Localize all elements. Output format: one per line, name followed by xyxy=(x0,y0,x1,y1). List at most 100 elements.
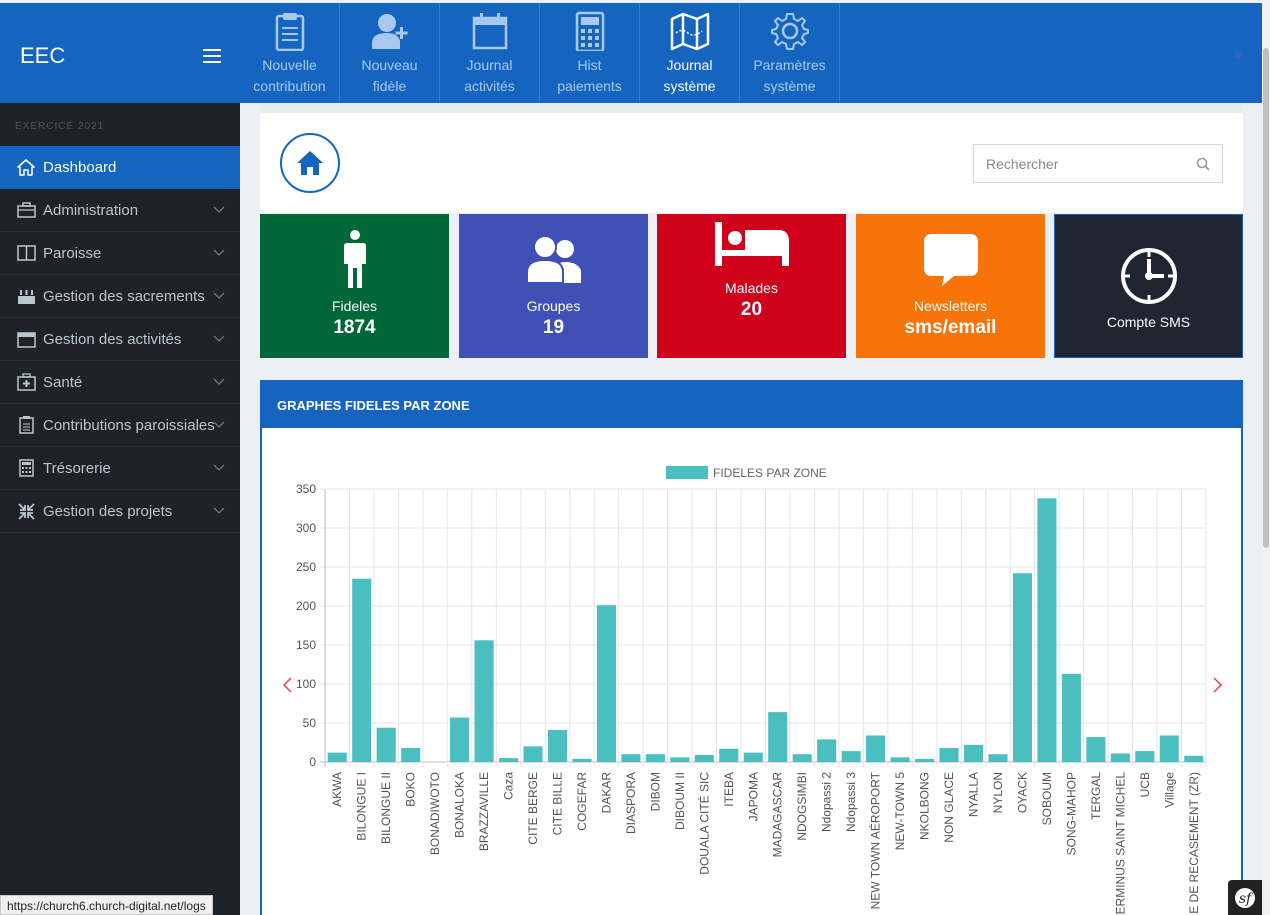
chart-bar[interactable] xyxy=(743,752,763,762)
chart-bar[interactable] xyxy=(401,747,421,762)
x-tick-label: TERMINUS SAINT MICHEL xyxy=(1113,772,1127,915)
user-indicator[interactable] xyxy=(1234,51,1242,59)
chart-bar[interactable] xyxy=(450,717,470,762)
home-button[interactable] xyxy=(280,133,340,193)
card-fideles[interactable]: Fideles 1874 xyxy=(260,214,449,358)
compress-icon xyxy=(17,503,35,520)
chart-bar[interactable] xyxy=(988,754,1008,762)
sidebar-item-label: Administration xyxy=(43,201,139,219)
symfony-debug-icon[interactable]: sf xyxy=(1228,880,1262,915)
chart-bar[interactable] xyxy=(645,754,665,762)
chart-bar[interactable] xyxy=(1110,753,1130,762)
chart-bar[interactable] xyxy=(572,758,592,762)
y-tick-label: 100 xyxy=(296,677,316,691)
chart-bar[interactable] xyxy=(670,757,690,762)
topnav-item-1[interactable]: Nouveau fidèle xyxy=(340,3,440,103)
sidebar-item-sant-[interactable]: Santé xyxy=(0,361,240,404)
x-tick-label: BILONGUE I xyxy=(355,772,369,841)
chart-bar[interactable] xyxy=(1159,735,1179,762)
topnav-item-4[interactable]: Journal système xyxy=(640,3,740,103)
chevron-left-icon[interactable] xyxy=(283,677,292,693)
chevron-down-icon xyxy=(213,464,225,471)
person-icon xyxy=(343,230,366,288)
x-tick-label: UCB xyxy=(1138,772,1152,797)
card-title: Groupes xyxy=(526,298,581,314)
legend-label: FIDELES PAR ZONE xyxy=(713,466,827,480)
sidebar-item-administration[interactable]: Administration xyxy=(0,189,240,232)
chart-bar[interactable] xyxy=(841,751,861,762)
x-tick-label: BOKO xyxy=(404,772,418,807)
chart-bar[interactable] xyxy=(1061,673,1081,762)
sidebar-item-paroisse[interactable]: Paroisse xyxy=(0,232,240,275)
card-title: Fideles xyxy=(331,298,378,314)
chart-bar[interactable] xyxy=(352,578,372,762)
chart-bar[interactable] xyxy=(939,747,959,762)
chart-panel: GRAPHES FIDELES PAR ZONE FIDELES PAR ZON… xyxy=(260,380,1243,915)
card-malades[interactable]: Malades 20 xyxy=(657,214,846,358)
sidebar-item-dashboard[interactable]: Dashboard xyxy=(0,146,240,189)
chart-bar[interactable] xyxy=(719,748,739,762)
search-icon[interactable] xyxy=(1196,157,1210,171)
chart-bar[interactable] xyxy=(1037,498,1057,762)
topnav-label: Nouveau xyxy=(361,57,418,73)
y-tick-label: 200 xyxy=(296,599,316,613)
chart-bar[interactable] xyxy=(474,640,494,762)
chart-bar[interactable] xyxy=(694,754,714,762)
x-tick-label: DAKAR xyxy=(599,772,613,814)
sidebar-item-gestion-des-sacrements[interactable]: Gestion des sacrements xyxy=(0,275,240,318)
chart-bar[interactable] xyxy=(596,605,616,762)
topnav-item-2[interactable]: Journal activités xyxy=(440,3,540,103)
chart-bar[interactable] xyxy=(1184,755,1204,762)
chart-bar[interactable] xyxy=(1086,737,1106,762)
chart-bar[interactable] xyxy=(768,712,788,762)
calculator-icon xyxy=(575,11,604,51)
chart-bar[interactable] xyxy=(523,746,543,762)
chart-bar[interactable] xyxy=(890,757,910,762)
card-groupes[interactable]: Groupes 19 xyxy=(459,214,648,358)
topnav-label: système xyxy=(663,78,716,94)
card-title: Malades xyxy=(725,280,778,296)
chart-bar[interactable] xyxy=(621,754,641,762)
x-tick-label: Ndopassi 2 xyxy=(820,772,834,832)
card-newsletters[interactable]: Newsletters sms/email xyxy=(856,214,1045,358)
card-title: Compte SMS xyxy=(1106,314,1191,330)
chart-bar[interactable] xyxy=(498,758,519,762)
menu-toggle-icon[interactable] xyxy=(203,49,221,63)
chart-bar[interactable] xyxy=(866,735,886,762)
search-input[interactable] xyxy=(974,145,1174,182)
sidebar-item-tr-sorerie[interactable]: Trésorerie xyxy=(0,447,240,490)
app-logo-text[interactable]: EEC xyxy=(20,43,66,68)
bar-chart: FIDELES PAR ZONE 0 50 100 150 200 250 300 350 AKW… xyxy=(283,466,1222,915)
chart-bar[interactable] xyxy=(792,754,812,762)
sidebar-item-label: Contributions paroissiales xyxy=(43,416,215,434)
user-plus-icon xyxy=(371,14,407,49)
x-tick-label: NKOLBONG xyxy=(918,772,932,840)
chart-bar[interactable] xyxy=(1012,573,1033,762)
x-tick-label: SONG-MAHOP xyxy=(1064,772,1078,855)
chart-panel-title: GRAPHES FIDELES PAR ZONE xyxy=(262,382,1241,428)
chart-bar[interactable] xyxy=(327,752,347,762)
card-compte-sms[interactable]: Compte SMS xyxy=(1054,214,1243,358)
chart-bar[interactable] xyxy=(1135,751,1155,762)
stat-cards: Fideles 1874 Groupes 19 Malades 20 xyxy=(260,214,1243,358)
chart-bar[interactable] xyxy=(376,727,396,762)
chart-bar[interactable] xyxy=(547,730,568,762)
topnav-item-3[interactable]: Hist paiements xyxy=(540,3,640,103)
sidebar-item-label: Trésorerie xyxy=(43,459,111,477)
sidebar-item-gestion-des-activit-s[interactable]: Gestion des activités xyxy=(0,318,240,361)
chart-bar[interactable] xyxy=(963,744,984,762)
topnav-label: fidèle xyxy=(372,78,407,94)
topnav-item-5[interactable]: Paramètres système xyxy=(740,3,840,103)
sidebar-item-contributions-paroissiales[interactable]: Contributions paroissiales xyxy=(0,404,240,447)
topnav-item-0[interactable]: Nouvelle contribution xyxy=(240,3,340,103)
chart-bar[interactable] xyxy=(817,739,837,762)
sidebar-item-gestion-des-projets[interactable]: Gestion des projets xyxy=(0,490,240,533)
card-value: 19 xyxy=(542,317,565,338)
clock-icon xyxy=(1120,248,1177,304)
y-tick-label: 150 xyxy=(296,638,316,652)
page-scrollbar[interactable] xyxy=(1262,0,1270,915)
chart-bar[interactable] xyxy=(915,758,935,762)
chart-legend[interactable]: FIDELES PAR ZONE xyxy=(666,466,827,480)
chevron-right-icon[interactable] xyxy=(1213,677,1222,693)
x-tick-label: COGEFAR xyxy=(575,772,589,831)
